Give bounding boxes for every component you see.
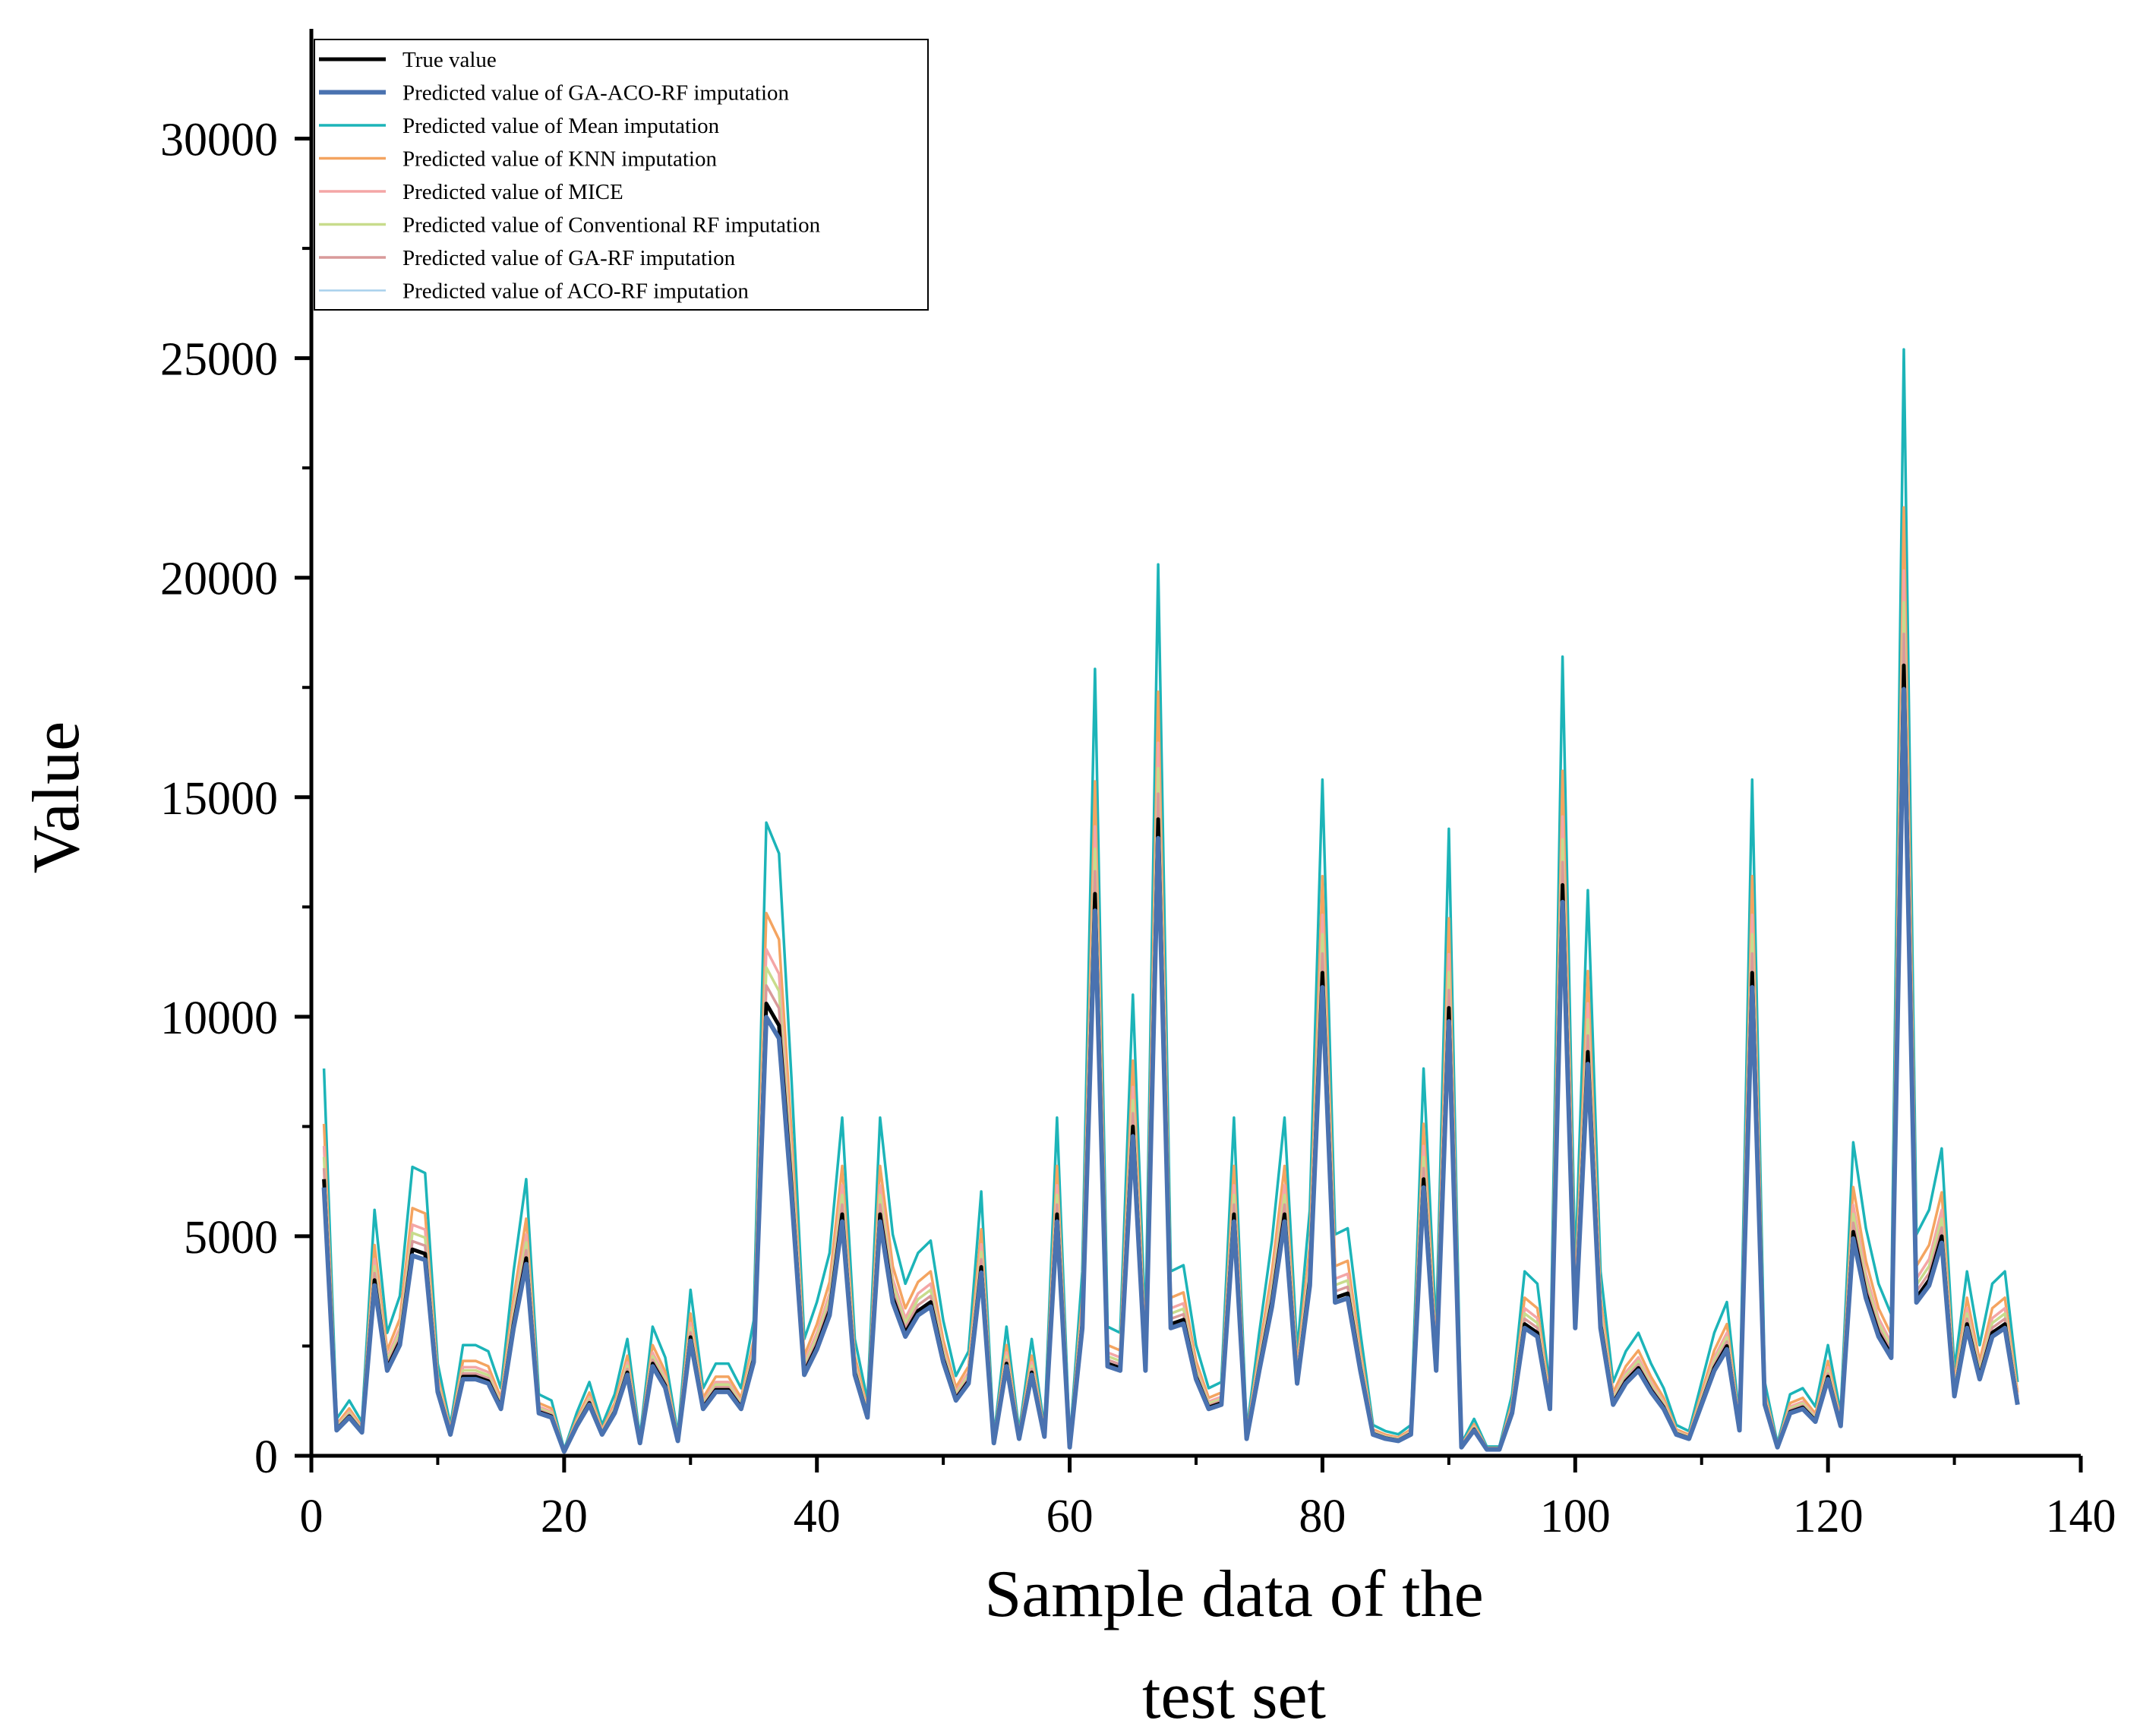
legend-label: Predicted value of Mean imputation bbox=[402, 114, 720, 138]
y-tick-label: 15000 bbox=[160, 773, 278, 825]
y-tick-label: 10000 bbox=[160, 993, 278, 1044]
y-tick-label: 25000 bbox=[160, 334, 278, 386]
x-tick-label: 0 bbox=[300, 1491, 324, 1542]
legend-label: Predicted value of GA-ACO-RF imputation bbox=[402, 81, 790, 106]
legend-label: Predicted value of GA-RF imputation bbox=[402, 246, 736, 270]
legend-label: Predicted value of Conventional RF imput… bbox=[402, 213, 821, 238]
legend-label: Predicted value of ACO-RF imputation bbox=[402, 279, 749, 304]
x-tick-label: 120 bbox=[1793, 1491, 1864, 1542]
y-tick-label: 0 bbox=[254, 1431, 278, 1483]
x-tick-label: 40 bbox=[794, 1491, 841, 1542]
y-ticks: 0 5000 10000 15000 20000 25000 30000 bbox=[160, 115, 311, 1483]
x-tick-label: 100 bbox=[1540, 1491, 1611, 1542]
x-axis-title-line-1: Sample data of the bbox=[984, 1558, 1483, 1631]
series-line bbox=[321, 687, 2020, 1454]
y-tick-label: 20000 bbox=[160, 554, 278, 605]
x-tick-label: 140 bbox=[2046, 1491, 2116, 1542]
x-ticks: 0 20 40 60 80 100 120 140 bbox=[300, 1456, 2116, 1542]
y-tick-label: 30000 bbox=[160, 115, 278, 166]
legend-label: True value bbox=[402, 48, 497, 72]
y-axis-title: Value bbox=[20, 721, 93, 873]
x-tick-label: 80 bbox=[1299, 1491, 1346, 1542]
x-axis-title-line-2: test set bbox=[1142, 1659, 1326, 1733]
y-tick-label: 5000 bbox=[184, 1212, 278, 1264]
plot-lines bbox=[321, 348, 2020, 1454]
legend-label: Predicted value of KNN imputation bbox=[402, 147, 717, 172]
legend-label: Predicted value of MICE bbox=[402, 180, 623, 204]
legend-box bbox=[314, 39, 929, 311]
x-tick-label: 60 bbox=[1046, 1491, 1094, 1542]
x-tick-label: 20 bbox=[541, 1491, 588, 1542]
legend: True value Predicted value of GA-ACO-RF i… bbox=[314, 39, 929, 311]
